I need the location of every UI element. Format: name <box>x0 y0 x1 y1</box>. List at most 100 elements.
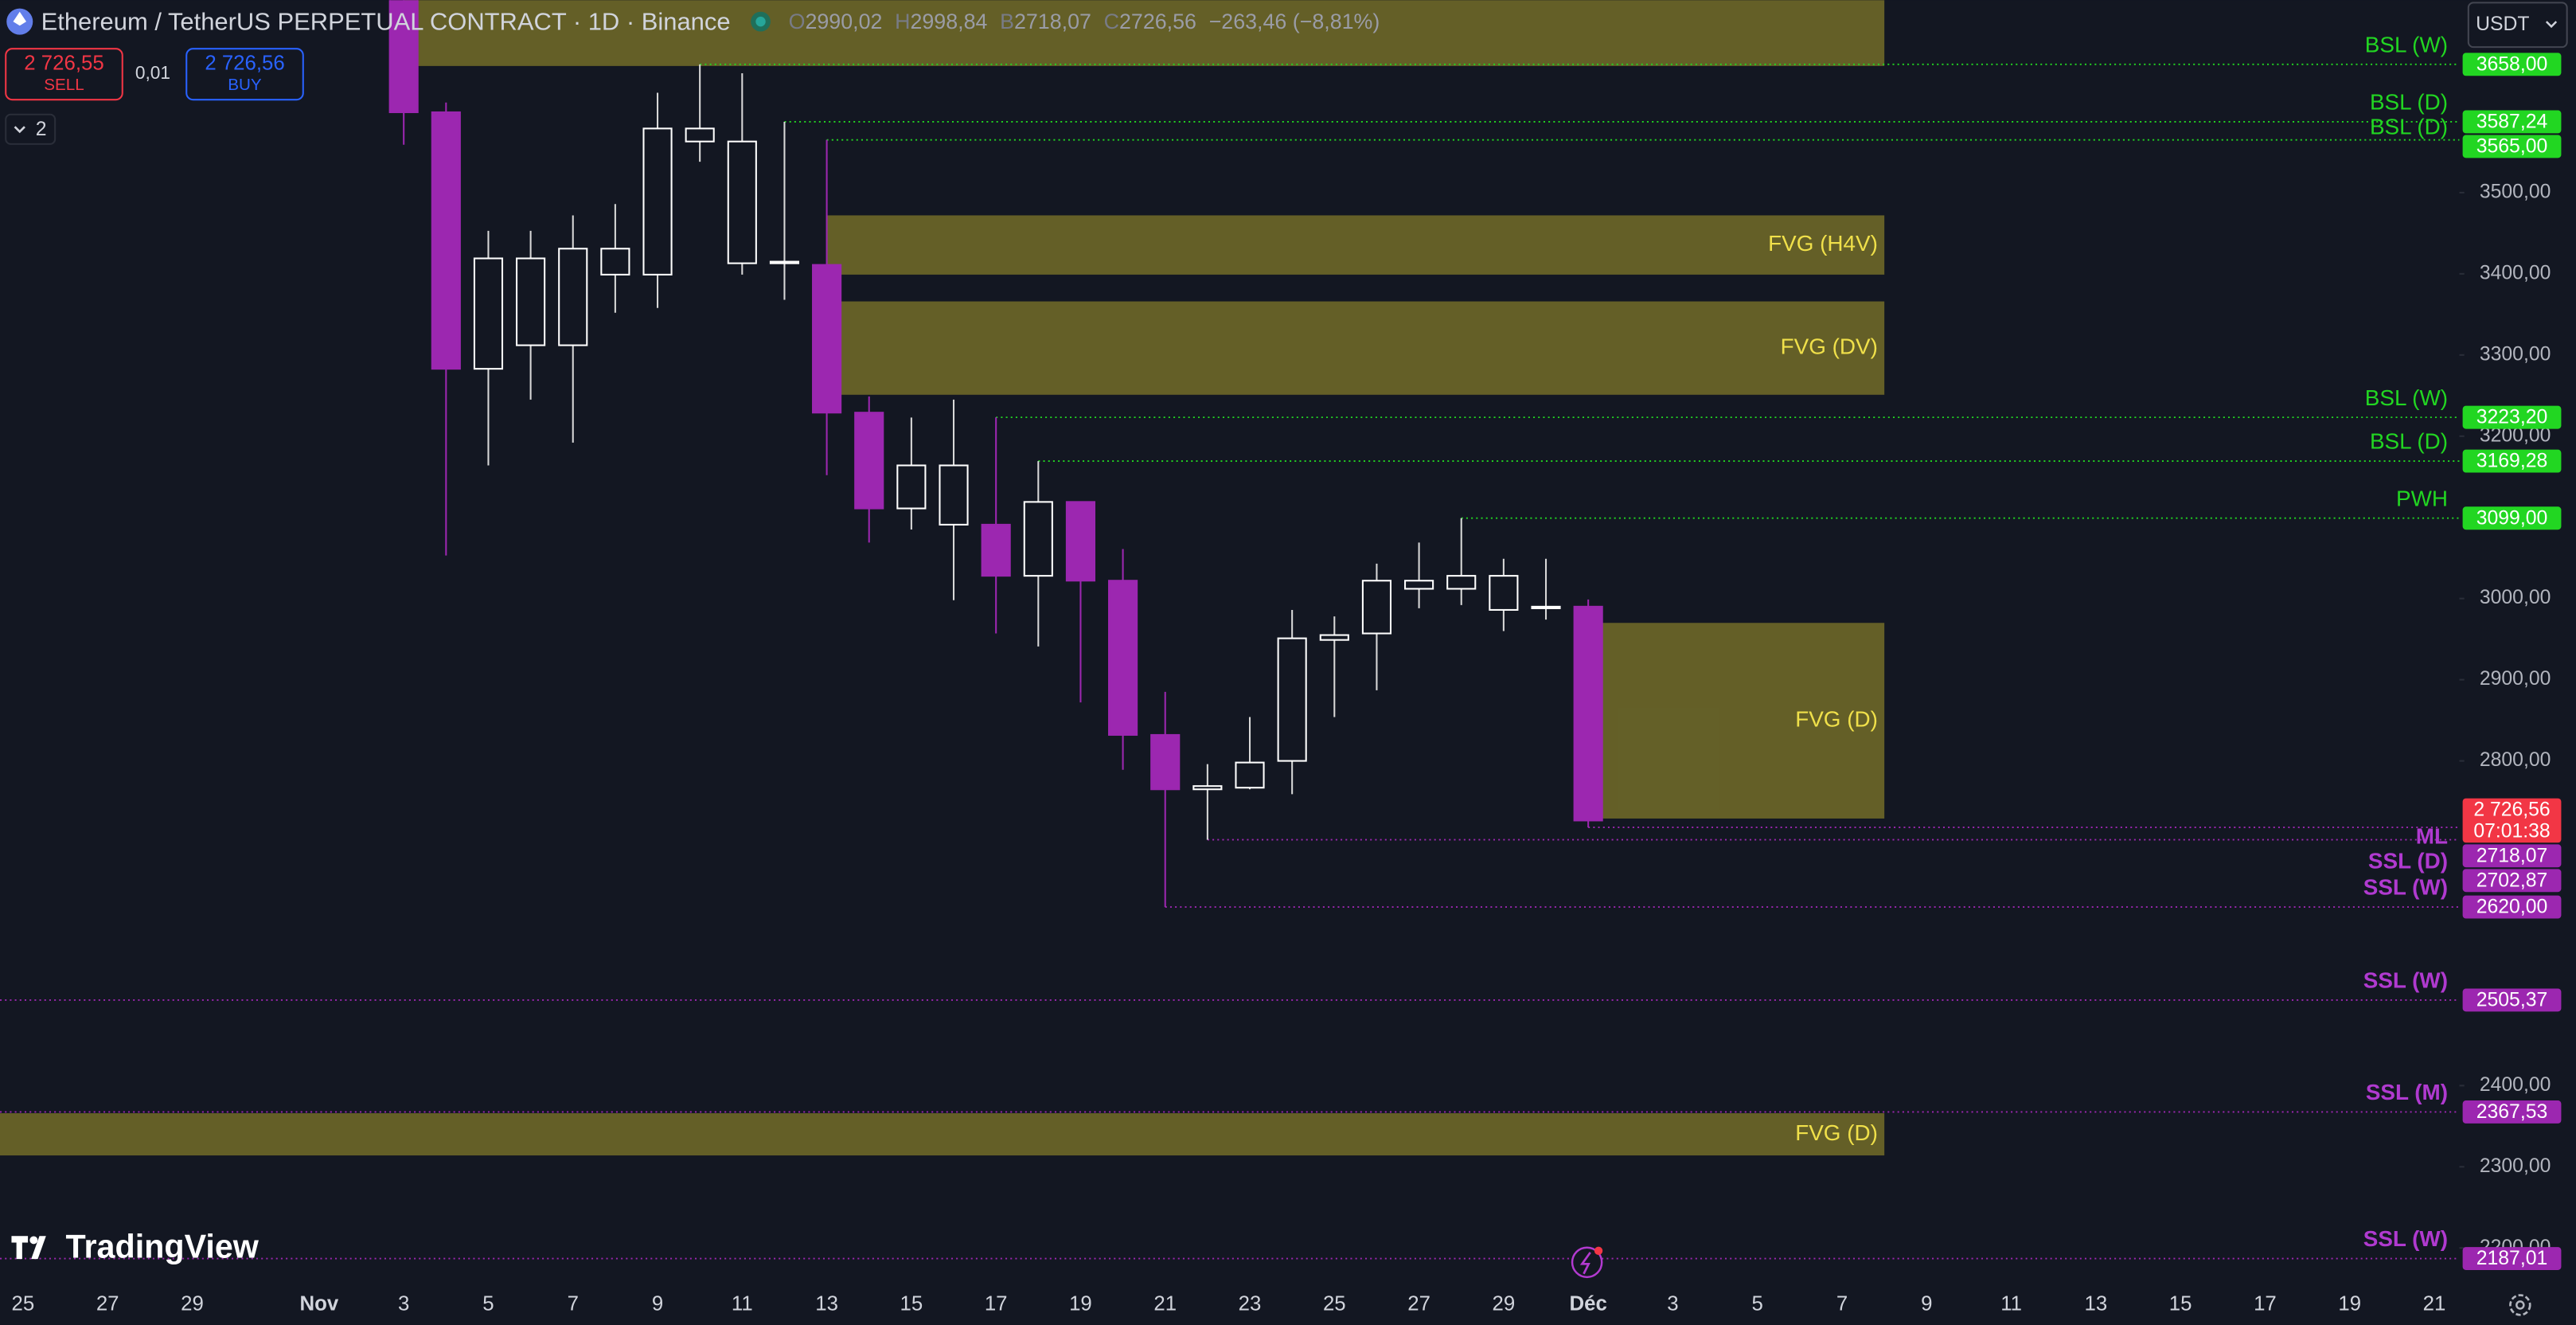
x-tick-label: 9 <box>652 1293 663 1315</box>
level-value: 2367,53 <box>2476 1101 2547 1123</box>
candle-body <box>1108 580 1138 736</box>
buy-label: BUY <box>228 76 262 94</box>
level-value: 3565,00 <box>2476 136 2547 158</box>
level-label: SSL (W) <box>2363 968 2448 993</box>
x-tick-label: 25 <box>12 1293 35 1315</box>
x-tick-label: 21 <box>1153 1293 1177 1315</box>
x-tick-label: 19 <box>1069 1293 1092 1315</box>
level-label: BSL (W) <box>2365 32 2448 57</box>
sell-price: 2 726,55 <box>24 53 103 75</box>
candle-body <box>1235 761 1265 789</box>
x-tick-label: 15 <box>2169 1293 2192 1315</box>
fvg-zone <box>404 0 1885 66</box>
level-value: 2505,37 <box>2476 990 2547 1011</box>
candle-body <box>642 127 673 276</box>
brand-logo-dot <box>29 1236 38 1245</box>
layouts-toggle[interactable]: 2 <box>5 113 57 145</box>
candle-body <box>431 111 461 370</box>
chevron <box>2545 21 2558 29</box>
candle-body <box>1065 501 1096 582</box>
brand: TradingView <box>11 1229 260 1265</box>
ohlc-key: H <box>895 10 910 33</box>
level-value: 3658,00 <box>2476 53 2547 75</box>
ohlc-value: 2726,56 <box>1119 10 1196 33</box>
header: Ethereum / TetherUS PERPETUAL CONTRACT ·… <box>5 7 1380 145</box>
brand-name: TradingView <box>66 1229 260 1265</box>
fvg-zone <box>0 1113 1885 1156</box>
fvg-zone <box>826 215 1885 275</box>
candle-body <box>1531 605 1561 609</box>
ohlc-value: 2718,07 <box>1014 10 1091 33</box>
x-tick-label: 7 <box>1836 1293 1848 1315</box>
currency-select[interactable]: USDT <box>2467 2 2568 49</box>
candle-body <box>388 0 419 114</box>
fvg-label: FVG (H4V) <box>1768 231 1878 256</box>
y-tick-label: 2800,00 <box>2480 749 2551 771</box>
level-value: 2187,01 <box>2476 1248 2547 1269</box>
sell-button[interactable]: 2 726,55 SELL <box>5 48 123 101</box>
x-tick-label: 3 <box>398 1293 409 1315</box>
x-tick-label: 7 <box>568 1293 579 1315</box>
layouts-count: 2 <box>36 119 47 140</box>
x-tick-label: Nov <box>300 1293 339 1315</box>
level-label: BSL (D) <box>2370 429 2448 454</box>
x-tick-label: 21 <box>2423 1293 2446 1315</box>
level-badge <box>2462 405 2562 429</box>
candle-body <box>727 140 757 264</box>
replay-button[interactable] <box>1571 1246 1603 1279</box>
price-badges: 3658,00 BSL (W) 3587,24 BSL (D) 3565,00 BSL (… <box>2363 32 2562 1270</box>
x-tick-label: 17 <box>2254 1293 2277 1315</box>
spread: 0,01 <box>135 62 170 83</box>
level-label: BSL (W) <box>2365 385 2448 410</box>
symbol-icon-glyph <box>13 11 27 26</box>
y-tick-label: 3000,00 <box>2480 587 2551 608</box>
ohlc-key: B <box>1000 10 1014 33</box>
x-tick-label: 15 <box>900 1293 923 1315</box>
candle-body <box>854 412 884 510</box>
level-badge <box>2462 1100 2562 1124</box>
level-label: BSL (D) <box>2370 90 2448 115</box>
settings-button[interactable] <box>2509 1294 2531 1316</box>
currency: USDT <box>2476 14 2529 35</box>
candle-body <box>1319 634 1349 641</box>
y-tick-label: 2900,00 <box>2480 668 2551 690</box>
countdown: 07:01:38 <box>2473 820 2550 842</box>
x-tick-label: 13 <box>2085 1293 2108 1315</box>
level-badge <box>2462 135 2562 158</box>
x-tick-label: Déc <box>1570 1293 1607 1315</box>
candle-body <box>812 264 842 414</box>
candle-body <box>1361 580 1392 635</box>
buy-price: 2 726,56 <box>205 53 284 75</box>
candle-body <box>981 523 1011 577</box>
ohlc-value: 2990,02 <box>805 10 882 33</box>
x-tick-label: 11 <box>732 1293 753 1315</box>
ohlc-key: O <box>789 10 806 33</box>
buy-button[interactable]: 2 726,56 BUY <box>185 48 304 101</box>
level-label: ML <box>2416 823 2448 848</box>
candle-body <box>558 248 588 346</box>
candle-body <box>1192 785 1223 791</box>
x-tick-label: 5 <box>482 1293 494 1315</box>
symbol-title: Ethereum / TetherUS PERPETUAL CONTRACT ·… <box>41 7 731 35</box>
level-label: PWH <box>2396 486 2448 510</box>
x-tick-label: 27 <box>1407 1293 1430 1315</box>
notification-dot <box>1594 1246 1603 1255</box>
y-tick-label: 2300,00 <box>2480 1155 2551 1177</box>
ohlc-key: C <box>1104 10 1119 33</box>
brand-logo <box>11 1236 46 1260</box>
level-badge <box>2462 53 2562 76</box>
x-tick-label: 23 <box>1239 1293 1262 1315</box>
candle-body <box>516 257 546 346</box>
candle-body <box>1489 575 1519 611</box>
level-badge <box>2462 110 2562 134</box>
level-label: SSL (W) <box>2363 875 2448 900</box>
x-tick-label: 25 <box>1323 1293 1346 1315</box>
candle-body <box>1150 733 1181 791</box>
candle-body <box>1277 637 1307 762</box>
settings-icon <box>2509 1294 2531 1316</box>
x-tick-label: 11 <box>2000 1293 2022 1315</box>
market-status-dot <box>755 16 766 27</box>
y-tick-label: 3500,00 <box>2480 181 2551 202</box>
